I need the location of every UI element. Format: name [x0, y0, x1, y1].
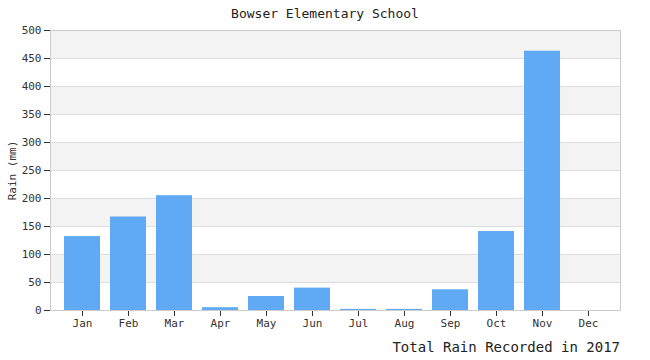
svg-text:400: 400 [22, 80, 42, 93]
html-text:Bowser Elementary School: Bowser Elementary School [231, 6, 419, 21]
svg-text:Jan: Jan [73, 317, 93, 330]
svg-text:Jul: Jul [349, 317, 369, 330]
svg-text:Nov: Nov [533, 317, 553, 330]
svg-text:Sep: Sep [441, 317, 461, 330]
html-text:Total Rain Recorded in 2017: Total Rain Recorded in 2017 [392, 339, 620, 355]
svg-text:150: 150 [22, 220, 42, 233]
svg-text:50: 50 [28, 276, 41, 289]
svg-text:350: 350 [22, 108, 42, 121]
svg-text:Rain (mm): Rain (mm) [6, 141, 19, 201]
svg-text:500: 500 [22, 24, 42, 37]
svg-text:Apr: Apr [211, 317, 231, 330]
svg-text:Mar: Mar [165, 317, 185, 330]
svg-text:250: 250 [22, 164, 42, 177]
svg-text:Dec: Dec [579, 317, 599, 330]
svg-text:100: 100 [22, 248, 42, 261]
svg-text:Aug: Aug [395, 317, 415, 330]
svg-text:Jun: Jun [303, 317, 323, 330]
svg-text:Feb: Feb [119, 317, 139, 330]
svg-text:300: 300 [22, 136, 42, 149]
svg-text:May: May [257, 317, 277, 330]
svg-text:Oct: Oct [487, 317, 507, 330]
svg-text:450: 450 [22, 52, 42, 65]
svg-text:200: 200 [22, 192, 42, 205]
svg-text:0: 0 [35, 304, 42, 317]
